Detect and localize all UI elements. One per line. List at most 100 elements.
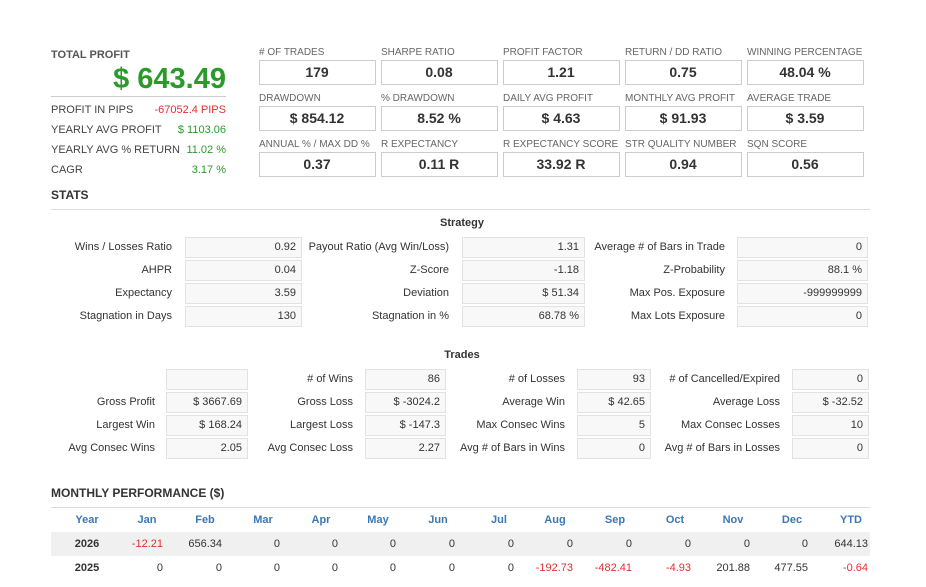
stat-value: 93 xyxy=(632,373,645,385)
metric-box xyxy=(503,106,620,131)
stat-label: Largest Win xyxy=(96,419,155,431)
table-row xyxy=(51,556,870,580)
summary-value: $ 1103.06 xyxy=(177,124,226,136)
stat-box xyxy=(185,260,302,281)
stat-box xyxy=(737,283,868,304)
divider xyxy=(51,96,226,97)
stat-label: AHPR xyxy=(141,264,172,276)
stat-value: 3.59 xyxy=(274,287,296,299)
stat-label: Gross Loss xyxy=(297,396,353,408)
stat-box xyxy=(185,237,302,258)
stat-box xyxy=(577,369,651,390)
stat-label: Average Win xyxy=(502,396,565,408)
stat-box xyxy=(365,392,446,413)
table-header: Oct xyxy=(665,514,685,526)
month-cell: 0 xyxy=(507,538,514,550)
table-header: Jul xyxy=(491,514,507,526)
divider xyxy=(51,209,870,210)
metric-box xyxy=(381,60,498,85)
month-cell: 656.34 xyxy=(188,538,222,550)
stat-value: -1.18 xyxy=(553,264,579,276)
summary-label: YEARLY AVG % RETURN xyxy=(51,144,180,156)
month-cell: 0 xyxy=(625,538,632,550)
stat-box xyxy=(365,415,446,436)
stat-value: 0.04 xyxy=(274,264,296,276)
month-cell: -482.41 xyxy=(594,562,632,574)
month-cell: 0 xyxy=(389,562,396,574)
stat-value: 10 xyxy=(850,419,863,431)
summary-label: CAGR xyxy=(51,164,83,176)
month-cell: 0 xyxy=(156,562,163,574)
metric-label: PROFIT FACTOR xyxy=(503,47,583,58)
stat-value: $ 42.65 xyxy=(608,396,645,408)
stat-box xyxy=(462,260,585,281)
stat-value: 88.1 % xyxy=(827,264,862,276)
stat-value: 0 xyxy=(855,310,862,322)
metric-value: 0.56 xyxy=(791,156,819,172)
stat-box xyxy=(365,369,446,390)
stat-label: Payout Ratio (Avg Win/Loss) xyxy=(308,241,449,253)
stat-value: 5 xyxy=(638,419,645,431)
metric-box xyxy=(381,106,498,131)
metric-box xyxy=(503,152,620,177)
stat-value: 130 xyxy=(277,310,296,322)
stat-value: -999999999 xyxy=(803,287,862,299)
stat-label: # of Losses xyxy=(508,373,565,385)
table-header: Aug xyxy=(544,514,566,526)
stat-box xyxy=(792,369,869,390)
metric-label: % DRAWDOWN xyxy=(381,93,455,104)
metric-box xyxy=(259,60,376,85)
month-cell: 0 xyxy=(273,538,280,550)
metric-box xyxy=(625,152,742,177)
month-cell: 0 xyxy=(566,538,573,550)
metric-value: 0.08 xyxy=(425,64,453,80)
month-cell: 0 xyxy=(331,538,338,550)
metric-label: # OF TRADES xyxy=(259,47,325,58)
stat-value: $ -32.52 xyxy=(822,396,863,408)
stat-label: Avg # of Bars in Losses xyxy=(664,442,780,454)
stat-value: $ -3024.2 xyxy=(393,396,440,408)
month-cell: -12.21 xyxy=(131,538,163,550)
stat-value: 2.27 xyxy=(418,442,440,454)
stat-value: 0 xyxy=(856,373,863,385)
month-cell: -192.73 xyxy=(535,562,573,574)
metric-value: $ 4.63 xyxy=(541,110,581,126)
stat-label: Average Loss xyxy=(712,396,780,408)
section-title: STATS xyxy=(51,188,89,202)
stat-box xyxy=(737,237,868,258)
metric-box xyxy=(747,106,864,131)
stat-label: # of Cancelled/Expired xyxy=(669,373,780,385)
metric-box xyxy=(747,60,864,85)
month-cell: -0.64 xyxy=(842,562,868,574)
stat-value: 2.05 xyxy=(220,442,242,454)
month-cell: 0 xyxy=(331,562,338,574)
stat-label: Avg # of Bars in Wins xyxy=(460,442,565,454)
stat-value: 0 xyxy=(638,442,645,454)
stat-box xyxy=(577,392,651,413)
stat-label: Max Consec Wins xyxy=(476,419,565,431)
stat-box xyxy=(462,237,585,258)
subsection-title: Strategy xyxy=(439,217,485,229)
month-cell: -4.93 xyxy=(665,562,691,574)
metric-value: 0.94 xyxy=(669,156,697,172)
stat-label: Wins / Losses Ratio xyxy=(74,241,172,253)
metric-value: $ 91.93 xyxy=(659,110,707,126)
stat-box xyxy=(577,415,651,436)
metric-value: 0.11 R xyxy=(418,156,460,172)
stat-label: Z-Probability xyxy=(663,264,725,276)
metric-value: 33.92 R xyxy=(536,156,586,172)
metric-label: AVERAGE TRADE xyxy=(747,93,832,104)
metric-label: MONTHLY AVG PROFIT xyxy=(625,93,736,104)
table-header: Year xyxy=(75,514,99,526)
stat-box xyxy=(166,369,248,390)
metric-value: 0.37 xyxy=(303,156,331,172)
summary-label: YEARLY AVG PROFIT xyxy=(51,124,162,136)
metric-box xyxy=(625,60,742,85)
summary-label: PROFIT IN PIPS xyxy=(51,104,134,116)
metric-label: ANNUAL % / MAX DD % xyxy=(259,139,370,150)
divider xyxy=(51,507,870,508)
stat-box xyxy=(365,438,446,459)
table-header: Nov xyxy=(722,514,744,526)
metric-box xyxy=(381,152,498,177)
